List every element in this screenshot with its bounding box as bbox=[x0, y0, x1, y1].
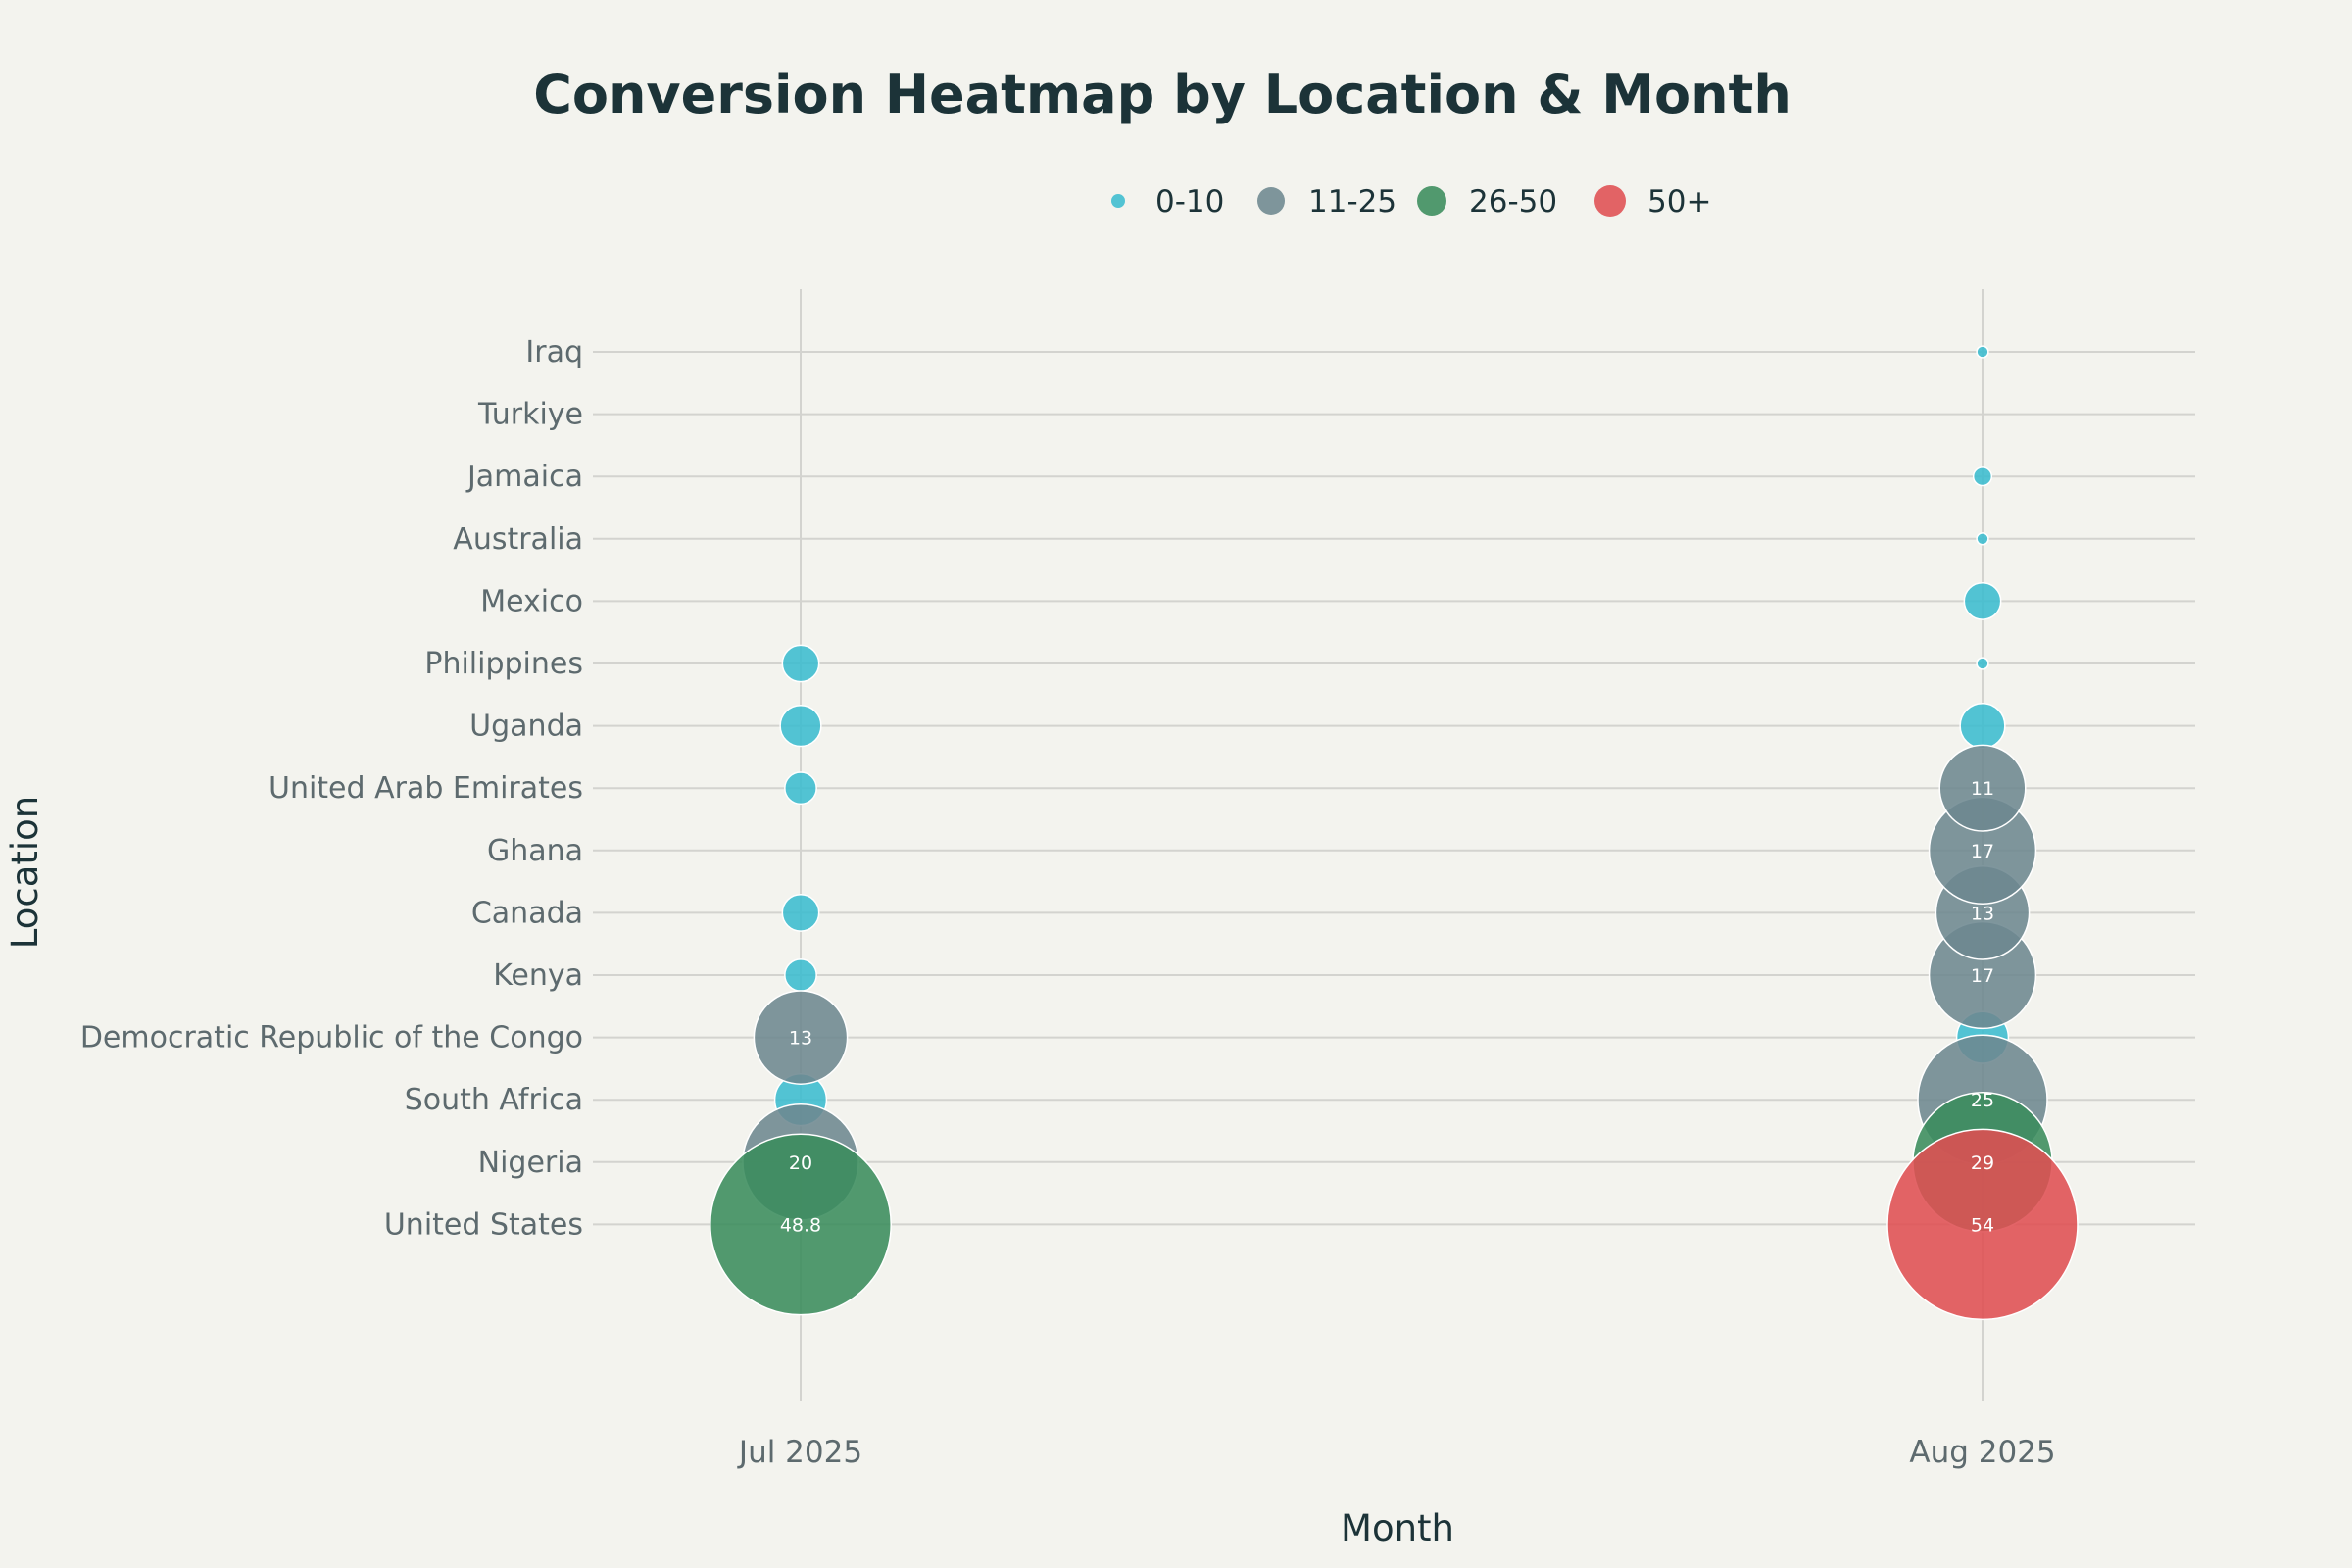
bubble-united-states-aug-2025[interactable] bbox=[1886, 1128, 2079, 1321]
bubble-jamaica-aug-2025[interactable] bbox=[1972, 466, 1993, 487]
bubble-united-arab-emirates-aug-2025[interactable] bbox=[1938, 744, 2027, 832]
y-tick-philippines: Philippines bbox=[424, 647, 583, 681]
y-tick-united-arab-emirates: United Arab Emirates bbox=[269, 771, 583, 806]
y-tick-kenya: Kenya bbox=[493, 958, 583, 993]
bubble-label-democratic-republic-of-the-congo-jul-2025: 13 bbox=[789, 1028, 812, 1050]
y-tick-jamaica: Jamaica bbox=[466, 460, 583, 494]
bubble-iraq-aug-2025[interactable] bbox=[1976, 345, 1989, 359]
y-axis-ticks: United States Nigeria South Africa Democrat… bbox=[80, 335, 583, 1242]
legend-item-0-10[interactable]: 0-10 bbox=[1111, 184, 1224, 220]
bubble-uganda-jul-2025[interactable] bbox=[779, 704, 822, 748]
y-tick-mexico: Mexico bbox=[480, 584, 583, 618]
x-axis-title: Month bbox=[1341, 1507, 1454, 1549]
legend-item-11-25[interactable]: 11-25 bbox=[1257, 184, 1396, 220]
gridlines bbox=[593, 289, 2195, 1401]
bubble-label-nigeria-jul-2025: 20 bbox=[789, 1152, 812, 1174]
y-axis-title: Location bbox=[4, 796, 46, 950]
bubble-label-canada-aug-2025: 13 bbox=[1971, 903, 1994, 924]
legend-marker-11-25 bbox=[1257, 187, 1285, 215]
legend-marker-0-10 bbox=[1111, 194, 1125, 208]
bubble-label-united-states-jul-2025: 48.8 bbox=[780, 1214, 821, 1236]
bubble-label-ghana-aug-2025: 17 bbox=[1971, 841, 1994, 862]
y-tick-uganda: Uganda bbox=[469, 710, 583, 744]
legend-label-0-10: 0-10 bbox=[1155, 184, 1224, 220]
bubble-united-arab-emirates-jul-2025[interactable] bbox=[784, 771, 817, 806]
x-axis-ticks: Jul 2025 Aug 2025 bbox=[737, 1435, 2056, 1470]
x-tick-jul-2025: Jul 2025 bbox=[737, 1435, 862, 1470]
legend-label-26-50: 26-50 bbox=[1469, 184, 1557, 220]
bubble-canada-jul-2025[interactable] bbox=[781, 893, 820, 932]
legend-item-50[interactable]: 50+ bbox=[1594, 184, 1711, 220]
legend-marker-26-50 bbox=[1417, 186, 1446, 216]
bubble-philippines-aug-2025[interactable] bbox=[1976, 657, 1989, 670]
bubble-label-united-arab-emirates-aug-2025: 11 bbox=[1971, 778, 1994, 800]
bubble-philippines-jul-2025[interactable] bbox=[781, 644, 820, 683]
bubble-label-united-states-aug-2025: 54 bbox=[1971, 1214, 1994, 1236]
y-tick-ghana: Ghana bbox=[487, 834, 583, 868]
bubble-label-kenya-aug-2025: 17 bbox=[1971, 965, 1994, 987]
y-tick-iraq: Iraq bbox=[525, 335, 583, 369]
y-tick-nigeria: Nigeria bbox=[478, 1146, 583, 1180]
legend-item-26-50[interactable]: 26-50 bbox=[1417, 184, 1557, 220]
bubble-mexico-aug-2025[interactable] bbox=[1963, 581, 2002, 620]
legend: 0-10 11-25 26-50 50+ bbox=[1111, 184, 1711, 220]
bubble-democratic-republic-of-the-congo-jul-2025[interactable] bbox=[753, 990, 849, 1085]
x-tick-aug-2025: Aug 2025 bbox=[1909, 1435, 2055, 1470]
y-tick-turkiye: Turkiye bbox=[477, 398, 583, 432]
y-tick-united-states: United States bbox=[384, 1207, 583, 1242]
bubble-series bbox=[710, 345, 2079, 1321]
bubble-labels: 48.8 20 13 54 29 25 17 13 17 11 bbox=[780, 778, 1994, 1236]
bubble-label-nigeria-aug-2025: 29 bbox=[1971, 1152, 1994, 1174]
bubble-kenya-jul-2025[interactable] bbox=[784, 958, 817, 992]
bubble-uganda-aug-2025[interactable] bbox=[1959, 702, 2006, 750]
chart-title: Conversion Heatmap by Location & Month bbox=[533, 64, 1791, 125]
legend-label-11-25: 11-25 bbox=[1308, 184, 1396, 220]
bubble-australia-aug-2025[interactable] bbox=[1976, 532, 1989, 546]
y-tick-australia: Australia bbox=[453, 522, 583, 557]
y-tick-canada: Canada bbox=[471, 896, 583, 930]
y-tick-democratic-republic-of-the-congo: Democratic Republic of the Congo bbox=[80, 1021, 583, 1055]
bubble-label-south-africa-aug-2025: 25 bbox=[1971, 1090, 1994, 1111]
legend-label-50: 50+ bbox=[1647, 184, 1711, 220]
legend-marker-50 bbox=[1594, 185, 1626, 217]
y-tick-south-africa: South Africa bbox=[405, 1083, 583, 1117]
bubble-united-states-jul-2025[interactable] bbox=[710, 1133, 892, 1316]
